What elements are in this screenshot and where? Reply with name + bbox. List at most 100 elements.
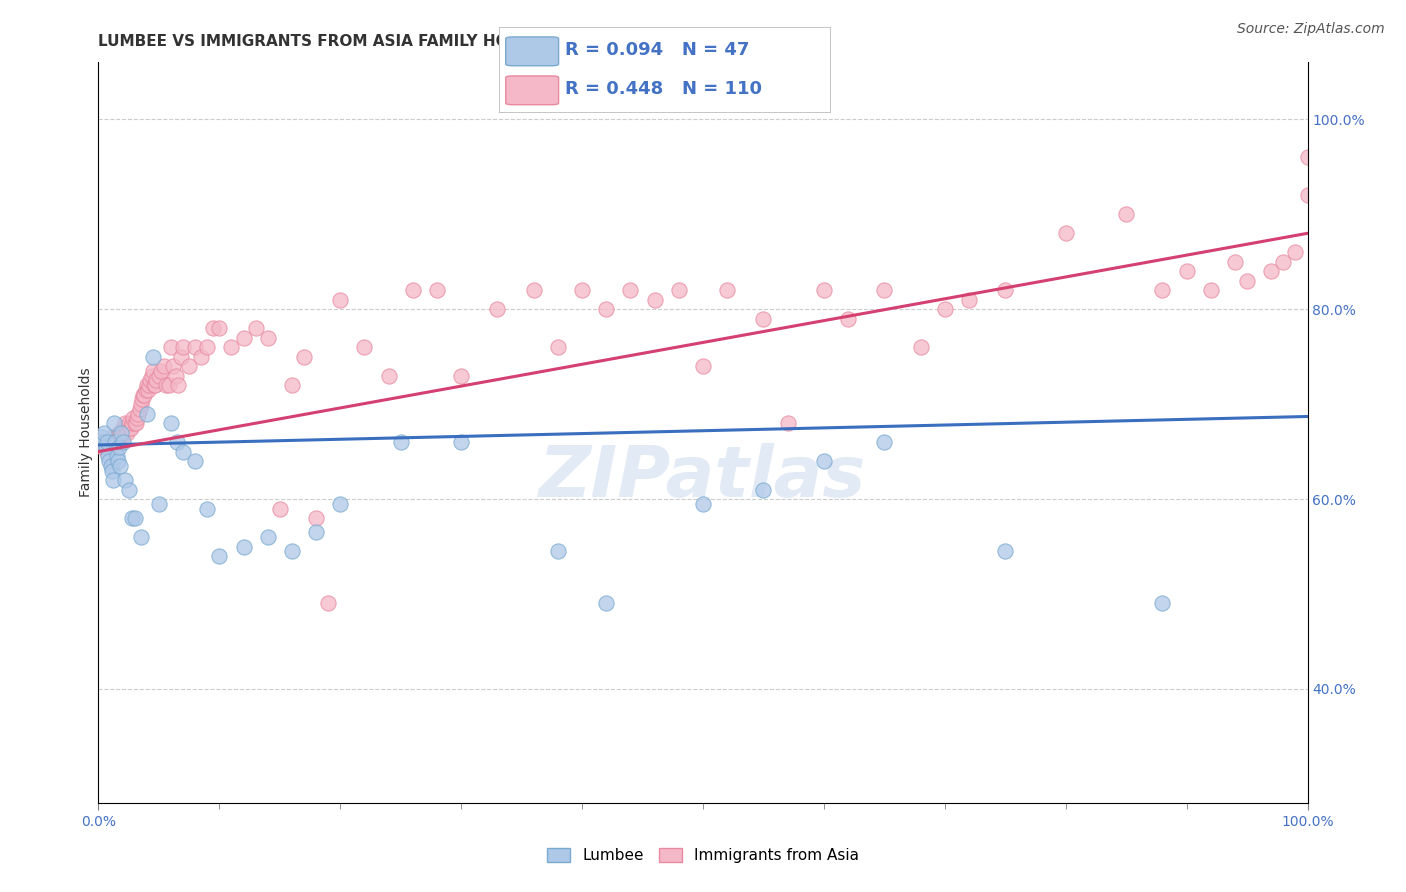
Point (172, 444, 194, 458)
Point (595, 302, 617, 317)
Point (281, 378, 304, 392)
Point (450, 435, 472, 450)
Point (305, 525, 328, 540)
Point (1223, 254, 1246, 268)
Point (245, 321, 267, 335)
Text: ZIPatlas: ZIPatlas (540, 442, 866, 511)
Point (1272, 254, 1295, 268)
Point (152, 359, 174, 374)
Point (105, 450, 128, 464)
Point (329, 293, 352, 307)
Point (108, 430, 131, 444)
Point (716, 283, 738, 297)
Point (169, 350, 191, 364)
Point (117, 425, 139, 440)
Text: Source: ZipAtlas.com: Source: ZipAtlas.com (1237, 22, 1385, 37)
Point (813, 454, 835, 468)
Point (124, 511, 146, 525)
Point (108, 440, 131, 454)
Point (1175, 264, 1198, 278)
Point (96, 435, 118, 450)
Point (232, 540, 254, 554)
Point (166, 435, 188, 450)
Point (172, 340, 194, 354)
Point (155, 378, 177, 392)
Point (127, 411, 149, 425)
Point (101, 430, 124, 444)
Point (292, 350, 315, 364)
Point (269, 501, 291, 516)
Y-axis label: Family Households: Family Households (79, 368, 93, 498)
Point (167, 378, 190, 392)
Point (692, 359, 714, 374)
Point (94, 440, 117, 454)
Point (165, 368, 187, 383)
Point (208, 549, 231, 563)
Point (1260, 264, 1282, 278)
Point (813, 283, 835, 297)
Point (148, 368, 170, 383)
Point (486, 302, 509, 317)
Point (1296, 188, 1319, 202)
Point (103, 435, 125, 450)
Text: LUMBEE VS IMMIGRANTS FROM ASIA FAMILY HOUSEHOLDS CORRELATION CHART: LUMBEE VS IMMIGRANTS FROM ASIA FAMILY HO… (98, 34, 790, 49)
Point (873, 283, 896, 297)
FancyBboxPatch shape (506, 37, 558, 66)
Point (93, 425, 115, 440)
Point (160, 340, 183, 354)
Point (195, 501, 218, 516)
Point (101, 473, 124, 487)
Point (128, 401, 150, 416)
Point (115, 421, 138, 435)
Point (93, 435, 115, 450)
Point (108, 458, 131, 473)
Point (426, 283, 449, 297)
Point (111, 435, 134, 450)
Point (136, 383, 159, 397)
Point (143, 378, 166, 392)
Point (402, 283, 425, 297)
Point (135, 383, 157, 397)
Point (135, 407, 157, 421)
Point (111, 421, 134, 435)
Point (752, 311, 775, 326)
Point (160, 416, 183, 430)
Point (148, 497, 170, 511)
Point (100, 440, 122, 454)
Point (232, 331, 254, 345)
Point (129, 530, 152, 544)
Point (118, 416, 141, 430)
Point (957, 293, 980, 307)
Point (118, 483, 141, 497)
Point (91, 435, 114, 450)
Point (94, 440, 117, 454)
Point (139, 373, 162, 387)
Point (837, 311, 859, 326)
Point (157, 378, 180, 392)
Point (122, 411, 145, 425)
Point (100, 464, 122, 478)
Point (1152, 283, 1174, 297)
Point (316, 597, 339, 611)
Point (129, 397, 152, 411)
Point (91, 440, 114, 454)
Point (329, 497, 352, 511)
Point (104, 435, 127, 450)
Point (121, 511, 143, 525)
Point (104, 435, 127, 450)
Point (547, 544, 569, 558)
Point (1199, 283, 1222, 297)
Point (121, 416, 143, 430)
Point (124, 416, 146, 430)
Point (353, 340, 375, 354)
Point (110, 425, 132, 440)
Point (110, 425, 132, 440)
Point (162, 359, 184, 374)
Point (190, 350, 212, 364)
Point (776, 416, 799, 430)
Point (134, 387, 156, 401)
Point (184, 454, 207, 468)
Point (221, 340, 243, 354)
Point (208, 321, 231, 335)
Point (112, 425, 135, 440)
